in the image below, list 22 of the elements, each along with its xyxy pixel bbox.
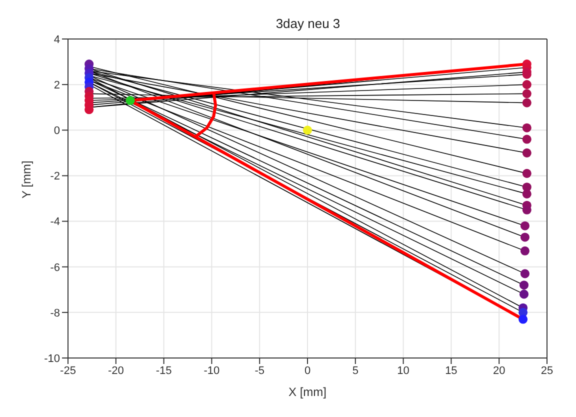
x-tick-label: 0 [304,364,311,377]
y-axis-title: Y [mm] [19,160,34,198]
x-tick-label: 10 [397,364,410,377]
x-tick-label: 15 [445,364,458,377]
x-tick-label: -20 [108,364,124,377]
y-tick-label: -2 [50,170,60,183]
y-tick-label: 4 [54,34,60,46]
x-tick-label: -15 [156,364,172,377]
x-tick-label: 20 [492,364,506,377]
x-tick-label: 5 [352,364,358,377]
chart-title: 3day neu 3 [276,16,340,31]
x-tick-label: -25 [60,364,76,377]
y-tick-label: -6 [50,262,60,274]
x-tick-label: 25 [540,364,554,377]
x-tick-label: -5 [254,364,264,377]
x-axis-title: X [mm] [288,385,326,399]
y-tick-label: 2 [54,79,60,92]
y-tick-label: -8 [50,307,60,320]
x-tick-label: -10 [204,364,220,377]
y-tick-label: -4 [50,216,60,228]
y-tick-label: 0 [54,125,60,138]
y-tick-label: -10 [44,352,60,365]
